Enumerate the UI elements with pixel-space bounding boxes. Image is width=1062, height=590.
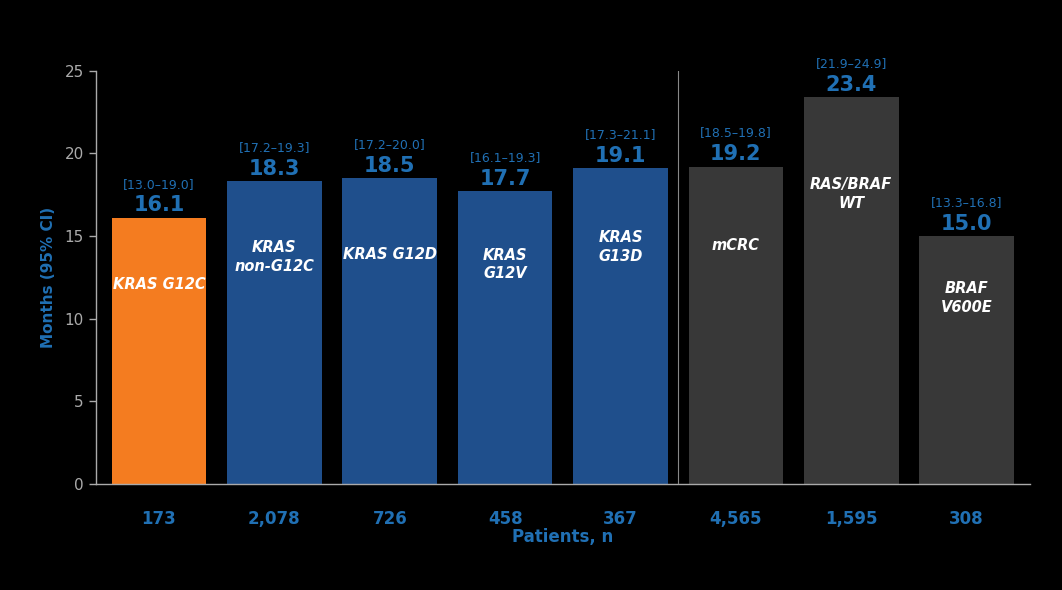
Text: 18.3: 18.3 (249, 159, 301, 179)
Text: [16.1–19.3]: [16.1–19.3] (469, 151, 541, 164)
Text: 308: 308 (949, 510, 984, 528)
Text: KRAS
G12V: KRAS G12V (483, 248, 528, 281)
Text: KRAS
non-G12C: KRAS non-G12C (235, 240, 314, 274)
Text: 16.1: 16.1 (134, 195, 185, 215)
Y-axis label: Months (95% CI): Months (95% CI) (41, 206, 56, 348)
Text: 19.2: 19.2 (710, 144, 761, 164)
Text: mCRC: mCRC (712, 238, 760, 254)
Bar (227, 182, 322, 484)
Text: [13.3–16.8]: [13.3–16.8] (931, 196, 1003, 209)
Text: RAS/BRAF
WT: RAS/BRAF WT (810, 177, 892, 211)
Text: 4,565: 4,565 (709, 510, 763, 528)
Text: [17.2–20.0]: [17.2–20.0] (354, 138, 426, 151)
Text: 17.7: 17.7 (479, 169, 531, 189)
Text: 367: 367 (603, 510, 638, 528)
Text: 458: 458 (487, 510, 523, 528)
Text: 23.4: 23.4 (825, 75, 877, 95)
Text: [17.3–21.1]: [17.3–21.1] (585, 128, 656, 141)
Bar (342, 178, 438, 484)
Bar (458, 191, 552, 484)
Text: [18.5–19.8]: [18.5–19.8] (700, 126, 772, 139)
Text: KRAS G12C: KRAS G12C (113, 277, 205, 292)
Bar (920, 236, 1014, 484)
Text: [17.2–19.3]: [17.2–19.3] (239, 141, 310, 154)
Text: 15.0: 15.0 (941, 214, 992, 234)
Text: 2,078: 2,078 (249, 510, 301, 528)
Bar (804, 97, 898, 484)
X-axis label: Patients, n: Patients, n (512, 528, 614, 546)
Text: 19.1: 19.1 (595, 146, 647, 166)
Text: [13.0–19.0]: [13.0–19.0] (123, 178, 194, 191)
Text: KRAS G12D: KRAS G12D (343, 247, 436, 262)
Bar (688, 166, 784, 484)
Text: BRAF
V600E: BRAF V600E (941, 281, 993, 314)
Text: [21.9–24.9]: [21.9–24.9] (816, 57, 887, 70)
Text: KRAS
G13D: KRAS G13D (598, 230, 643, 264)
Text: 173: 173 (141, 510, 176, 528)
Bar (573, 168, 668, 484)
Bar (112, 218, 206, 484)
Text: 18.5: 18.5 (364, 156, 415, 176)
Text: 726: 726 (373, 510, 407, 528)
Text: 1,595: 1,595 (825, 510, 877, 528)
